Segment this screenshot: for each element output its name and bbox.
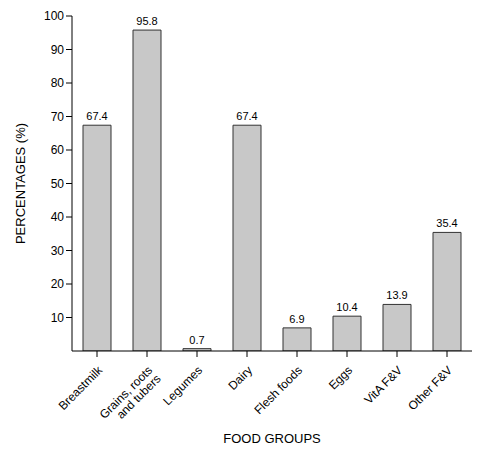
- svg-text:0.7: 0.7: [189, 334, 204, 346]
- svg-text:67.4: 67.4: [86, 110, 107, 122]
- svg-text:67.4: 67.4: [236, 110, 257, 122]
- svg-text:Other F&V: Other F&V: [405, 363, 455, 413]
- svg-text:70: 70: [51, 110, 65, 124]
- svg-text:Breastmilk: Breastmilk: [56, 363, 106, 413]
- svg-text:6.9: 6.9: [289, 313, 304, 325]
- svg-text:80: 80: [51, 76, 65, 90]
- svg-text:35.4: 35.4: [436, 217, 457, 229]
- svg-text:FOOD GROUPS: FOOD GROUPS: [223, 431, 321, 443]
- svg-text:Eggs: Eggs: [326, 363, 355, 392]
- svg-text:PERCENTAGES (%): PERCENTAGES (%): [13, 123, 28, 244]
- svg-text:100: 100: [44, 9, 64, 23]
- svg-text:95.8: 95.8: [136, 15, 157, 27]
- svg-text:90: 90: [51, 43, 65, 57]
- svg-text:13.9: 13.9: [386, 289, 407, 301]
- svg-text:VitA F&V: VitA F&V: [361, 363, 405, 407]
- svg-text:40: 40: [51, 210, 65, 224]
- svg-text:Flesh foods: Flesh foods: [251, 363, 305, 417]
- svg-text:60: 60: [51, 143, 65, 157]
- svg-text:20: 20: [51, 277, 65, 291]
- svg-text:Legumes: Legumes: [160, 363, 205, 408]
- svg-text:Grains, rootsand tubers: Grains, rootsand tubers: [97, 363, 164, 430]
- svg-text:Dairy: Dairy: [225, 363, 255, 393]
- svg-text:10: 10: [51, 311, 65, 325]
- svg-text:10.4: 10.4: [336, 301, 357, 313]
- svg-text:30: 30: [51, 244, 65, 258]
- svg-text:50: 50: [51, 177, 65, 191]
